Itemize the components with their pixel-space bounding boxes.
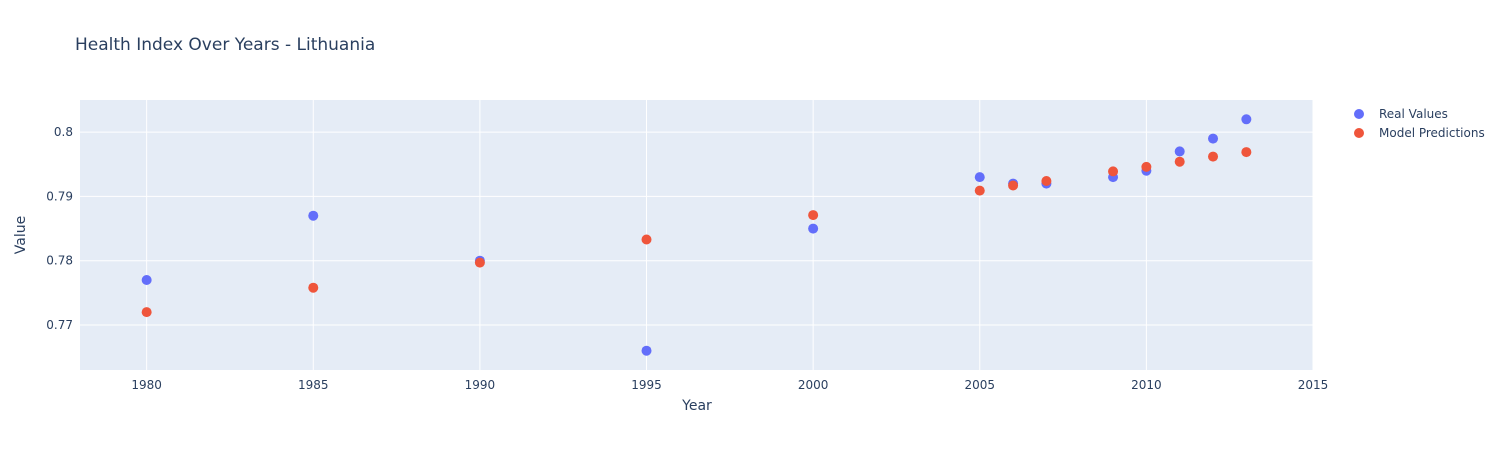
legend[interactable]: Real Values Model Predictions bbox=[1354, 107, 1485, 140]
model-predictions-point[interactable] bbox=[1008, 180, 1019, 191]
plot-area bbox=[80, 100, 1313, 370]
model-predictions-point[interactable] bbox=[974, 185, 985, 196]
real-values-point[interactable] bbox=[1174, 146, 1185, 157]
y-tick-label: 0.8 bbox=[54, 125, 73, 139]
legend-label: Real Values bbox=[1379, 107, 1448, 121]
model-predictions-point[interactable] bbox=[808, 210, 819, 221]
real-values-point[interactable] bbox=[1208, 133, 1219, 144]
x-tick-label: 2010 bbox=[1131, 378, 1162, 392]
real-values-point[interactable] bbox=[141, 275, 152, 285]
chart-title: Health Index Over Years - Lithuania bbox=[75, 35, 375, 55]
model-predictions-point[interactable] bbox=[641, 234, 652, 245]
model-predictions-point[interactable] bbox=[1174, 156, 1185, 167]
x-tick-label: 2005 bbox=[964, 378, 995, 392]
x-axis-ticks: 1980 1985 1990 1995 2000 2005 2010 2015 bbox=[131, 378, 1328, 392]
x-tick-label: 1990 bbox=[465, 378, 496, 392]
real-values-point[interactable] bbox=[641, 345, 652, 356]
x-tick-label: 1980 bbox=[131, 378, 162, 392]
y-tick-label: 0.77 bbox=[46, 318, 73, 332]
legend-marker-icon bbox=[1354, 109, 1364, 119]
y-tick-label: 0.79 bbox=[46, 189, 73, 203]
x-tick-label: 2000 bbox=[798, 378, 829, 392]
x-tick-label: 2015 bbox=[1298, 378, 1329, 392]
y-tick-label: 0.78 bbox=[46, 254, 73, 268]
real-values-point[interactable] bbox=[974, 172, 985, 183]
y-axis-ticks: 0.77 0.78 0.79 0.8 bbox=[46, 125, 73, 332]
model-predictions-point[interactable] bbox=[1241, 147, 1252, 158]
model-predictions-point[interactable] bbox=[474, 257, 485, 268]
legend-item-model-predictions[interactable]: Model Predictions bbox=[1354, 126, 1485, 140]
real-values-point[interactable] bbox=[1241, 114, 1252, 125]
model-predictions-point[interactable] bbox=[141, 307, 152, 318]
data-points bbox=[141, 114, 1252, 356]
model-predictions-point[interactable] bbox=[1141, 161, 1152, 172]
real-values-point[interactable] bbox=[808, 223, 819, 234]
model-predictions-point[interactable] bbox=[308, 282, 319, 293]
model-predictions-point[interactable] bbox=[1208, 151, 1219, 162]
grid-lines bbox=[80, 100, 1314, 370]
x-tick-label: 1995 bbox=[631, 378, 662, 392]
legend-label: Model Predictions bbox=[1379, 126, 1485, 140]
model-predictions-point[interactable] bbox=[1041, 176, 1052, 186]
x-axis-title: Year bbox=[681, 398, 712, 414]
model-predictions-point[interactable] bbox=[1108, 166, 1119, 177]
y-axis-title: Value bbox=[13, 216, 29, 254]
real-values-point[interactable] bbox=[308, 210, 319, 221]
legend-item-real-values[interactable]: Real Values bbox=[1354, 107, 1448, 121]
legend-marker-icon bbox=[1354, 128, 1364, 138]
x-tick-label: 1985 bbox=[298, 378, 329, 392]
